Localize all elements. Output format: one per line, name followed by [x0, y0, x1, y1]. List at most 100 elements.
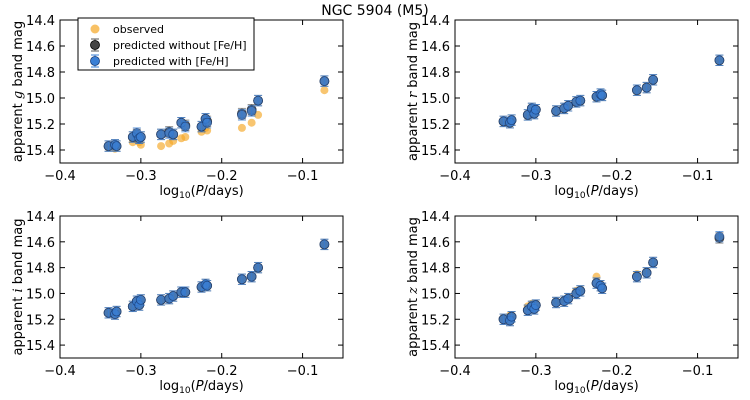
pred-with-point	[597, 282, 608, 294]
legend-pred-with-label: predicted with [Fe/H]	[113, 55, 229, 68]
pred-with-point	[246, 271, 257, 283]
pred-with-point	[648, 256, 658, 269]
y-tick-label: 15.2	[26, 313, 55, 328]
pred-with-point	[237, 273, 247, 285]
x-tick-label: −0.3	[520, 364, 552, 379]
x-tick-label: −0.1	[287, 169, 319, 184]
x-tick-label: −0.3	[520, 169, 552, 184]
y-tick-label: 14.4	[421, 210, 450, 225]
plot-frame	[454, 215, 739, 359]
y-tick-label: 14.4	[26, 210, 55, 225]
x-tick-label: −0.2	[601, 169, 633, 184]
pred-with-point	[156, 294, 166, 306]
x-tick-label: −0.2	[206, 169, 238, 184]
y-tick-label: 14.8	[421, 262, 450, 277]
observed-point	[181, 133, 190, 141]
data-points	[498, 54, 725, 129]
observed-point	[320, 86, 329, 95]
x-tick-label: −0.1	[287, 364, 319, 379]
pred-with-point	[506, 311, 517, 323]
y-tick-label: 15.0	[421, 92, 450, 107]
x-tick-label: −0.3	[125, 364, 157, 379]
panel-g-band: −0.4 −0.3 −0.2 −0.1 14.4 14.6 14.8 15.0 15.2 15.4…	[11, 14, 344, 201]
legend-pred-without-marker	[90, 38, 100, 52]
legend-box	[77, 17, 255, 71]
plot-frame	[454, 19, 739, 164]
pred-with-point	[156, 128, 166, 141]
observed-point	[247, 118, 256, 127]
y-tick-label: 15.4	[421, 339, 450, 354]
pred-with-point	[246, 105, 257, 117]
pred-with-point	[530, 104, 541, 116]
y-axis-label: apparent i band mag	[11, 219, 26, 356]
pred-with-point	[253, 261, 264, 274]
x-tick-label: −0.1	[682, 364, 714, 379]
y-tick-label: 14.6	[421, 40, 450, 55]
panel-r-band: −0.4 −0.3 −0.2 −0.1 14.4 14.6 14.8 15.0 15.2 15.4…	[406, 14, 739, 201]
observed-point	[157, 142, 166, 151]
x-tick-label: −0.2	[206, 364, 238, 379]
pred-with-point	[168, 290, 179, 302]
pred-with-point	[253, 94, 264, 107]
y-tick-label: 15.4	[26, 339, 55, 354]
y-tick-label: 14.4	[421, 14, 450, 29]
y-tick-label: 15.0	[26, 287, 55, 302]
data-points	[498, 230, 725, 327]
x-tick-label: −0.3	[125, 169, 157, 184]
y-tick-label: 15.2	[26, 118, 55, 133]
x-axis-label: log10(P/days)	[554, 184, 638, 201]
x-axis-label: log10(P/days)	[159, 379, 243, 396]
pred-with-point	[551, 296, 561, 309]
pred-with-point	[632, 84, 642, 96]
pred-with-point	[597, 89, 608, 102]
data-points	[103, 75, 330, 153]
pred-with-point	[714, 54, 725, 66]
x-tick-label: −0.4	[439, 169, 471, 184]
legend-pred-without-label: predicted without [Fe/H]	[113, 39, 247, 52]
pred-with-point	[111, 305, 122, 318]
y-axis-label: apparent r band mag	[406, 22, 421, 161]
x-tick-label: −0.4	[439, 364, 471, 379]
y-tick-label: 15.4	[26, 144, 55, 159]
pred-with-point	[237, 109, 247, 121]
pred-with-point	[168, 128, 179, 141]
pred-with-point	[530, 299, 541, 311]
y-tick-label: 14.8	[26, 66, 55, 81]
x-tick-label: −0.4	[44, 169, 76, 184]
plot-frame	[59, 215, 344, 359]
y-tick-label: 15.2	[421, 118, 450, 133]
pred-with-point	[551, 105, 561, 117]
pred-with-point	[103, 140, 114, 152]
pred-with-point	[648, 74, 658, 86]
x-tick-label: −0.4	[44, 364, 76, 379]
y-tick-label: 15.0	[26, 92, 55, 107]
observed-point	[237, 123, 246, 132]
pred-with-point	[319, 75, 330, 87]
y-tick-label: 14.4	[26, 14, 55, 29]
y-tick-label: 14.6	[26, 40, 55, 55]
pred-with-point	[563, 100, 574, 112]
y-tick-label: 14.8	[26, 262, 55, 277]
y-tick-label: 14.8	[421, 66, 450, 81]
legend-pred-with-marker	[90, 54, 100, 68]
y-tick-label: 15.2	[421, 313, 450, 328]
x-axis-label: log10(P/days)	[554, 379, 638, 396]
panel-z-band: −0.4 −0.3 −0.2 −0.1 14.4 14.6 14.8 15.0 15.2 15.4…	[406, 210, 739, 396]
pred-with-point	[202, 117, 213, 129]
pred-with-point	[506, 114, 517, 126]
legend-observed-marker	[90, 24, 100, 34]
y-tick-label: 15.0	[421, 287, 450, 302]
pred-with-point	[180, 120, 191, 133]
legend-observed-label: observed	[113, 23, 164, 36]
data-points	[103, 238, 330, 320]
pred-with-point	[135, 294, 146, 306]
pred-with-point	[111, 140, 122, 152]
y-tick-label: 15.4	[421, 144, 450, 159]
x-tick-label: −0.2	[601, 364, 633, 379]
figure-title: NGC 5904 (M5)	[321, 3, 429, 19]
pred-with-point	[180, 286, 191, 298]
pred-with-point	[632, 271, 642, 283]
y-tick-label: 14.6	[421, 236, 450, 251]
pred-with-point	[714, 230, 725, 243]
